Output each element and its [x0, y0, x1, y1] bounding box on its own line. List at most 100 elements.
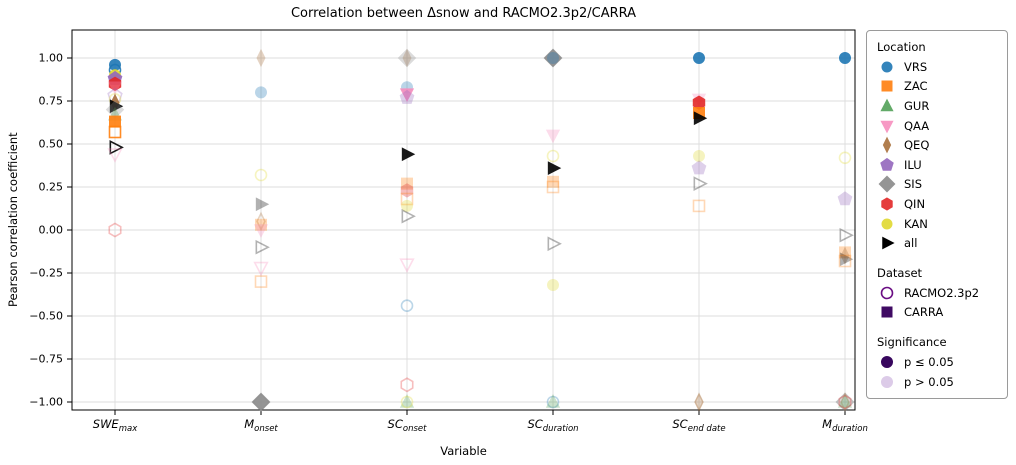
data-point	[837, 191, 853, 206]
legend-item-ZAC: ZAC	[876, 77, 1001, 97]
data-point	[691, 160, 707, 175]
legend-significance-title: Significance	[877, 335, 947, 350]
data-point	[694, 392, 704, 412]
data-point	[401, 208, 416, 224]
data-point	[840, 392, 850, 412]
data-point	[547, 279, 559, 291]
svg-text:−0.25: −0.25	[29, 267, 63, 280]
svg-text:0.75: 0.75	[39, 95, 64, 108]
svg-text:SCend date: SCend date	[672, 417, 725, 434]
data-point	[543, 48, 563, 68]
legend-item-SIS-marker-icon	[878, 175, 896, 193]
legend-item-SIS: SIS	[876, 175, 1001, 195]
data-point	[400, 192, 414, 206]
legend-significance-rows: p ≤ 0.05 p > 0.05	[876, 352, 1001, 391]
legend-item-racmo-label: RACMO2.3p2	[904, 285, 980, 300]
data-point	[399, 89, 415, 104]
data-point	[253, 224, 269, 238]
data-point	[399, 258, 415, 274]
data-point	[109, 99, 124, 114]
legend-item-QAA: QAA	[876, 116, 1001, 136]
svg-text:−0.50: −0.50	[29, 310, 63, 323]
data-point	[107, 81, 123, 96]
data-point	[839, 246, 851, 259]
data-point	[839, 252, 854, 267]
legend-item-carra-marker-icon	[881, 306, 893, 318]
data-point	[400, 395, 414, 409]
legend-dataset-rows: RACMO2.3p2 CARRA	[876, 283, 1001, 322]
data-point	[251, 392, 271, 412]
legend-item-GUR-marker-icon	[880, 98, 894, 112]
data-point	[545, 394, 561, 408]
data-point	[253, 261, 269, 277]
data-point	[835, 392, 855, 412]
data-point	[108, 222, 122, 238]
data-point	[108, 76, 122, 91]
legend-item-QAA-label: QAA	[904, 118, 930, 133]
svg-text:0.00: 0.00	[39, 224, 64, 237]
legend-item-ILU-marker-icon	[880, 157, 894, 171]
data-point	[255, 239, 270, 255]
svg-text:SCduration: SCduration	[527, 417, 578, 434]
legend-item-VRS-label: VRS	[904, 59, 928, 74]
data-point	[256, 48, 266, 68]
data-point	[547, 52, 559, 64]
svg-text:0.50: 0.50	[39, 138, 64, 151]
svg-text:SConset: SConset	[388, 417, 428, 434]
svg-text:SWEmax: SWEmax	[93, 417, 138, 434]
data-point	[254, 168, 268, 182]
data-point	[693, 52, 705, 64]
legend-item-not-significant-marker-icon	[881, 375, 893, 388]
data-point	[109, 115, 121, 128]
data-point	[838, 394, 852, 410]
data-point	[254, 275, 268, 288]
data-point	[694, 392, 704, 412]
svg-text:0.25: 0.25	[39, 181, 64, 194]
data-point	[545, 129, 561, 144]
data-point	[255, 218, 267, 231]
legend-item-GUR-label: GUR	[904, 98, 930, 113]
data-point	[109, 140, 124, 155]
legend-location-section: Location VRS ZAC GUR QAA QEQ ILU SIS QIN KAN all	[876, 40, 1001, 253]
legend-item-not-significant-label: p > 0.05	[904, 374, 954, 389]
data-point	[835, 392, 855, 412]
data-point	[400, 299, 414, 313]
legend-location-rows: VRS ZAC GUR QAA QEQ ILU SIS QIN KAN all	[876, 57, 1001, 253]
data-point	[256, 211, 266, 232]
legend-item-KAN: KAN	[876, 214, 1001, 234]
data-point	[546, 180, 560, 194]
data-point	[693, 111, 708, 126]
legend-item-carra: CARRA	[876, 303, 1001, 323]
legend-item-significant-marker-icon	[881, 355, 893, 368]
legend-item-ZAC-label: ZAC	[904, 79, 928, 94]
data-point	[401, 199, 413, 212]
data-point	[837, 394, 853, 408]
legend-item-QAA-marker-icon	[880, 120, 894, 133]
data-point	[543, 48, 563, 68]
svg-text:Monset: Monset	[244, 417, 278, 434]
chart-title: Correlation between Δsnow and RACMO2.3p2…	[290, 6, 637, 21]
legend-significance-section: Significance p ≤ 0.05 p > 0.05	[876, 335, 1001, 391]
legend-item-ZAC-marker-icon	[881, 80, 893, 92]
data-point	[839, 52, 851, 64]
data-point	[693, 176, 708, 191]
data-point	[692, 199, 706, 213]
legend-item-QEQ-marker-icon	[882, 136, 892, 154]
legend-item-SIS-label: SIS	[904, 177, 922, 192]
legend-item-all-marker-icon	[882, 236, 895, 250]
legend-item-QEQ: QEQ	[876, 135, 1001, 155]
data-point	[401, 177, 413, 190]
data-point	[108, 125, 122, 139]
data-point	[840, 246, 850, 265]
data-point	[838, 151, 852, 165]
data-point	[547, 175, 559, 188]
legend-item-all: all	[876, 233, 1001, 253]
svg-text:Mduration: Mduration	[822, 417, 868, 434]
svg-text:−0.75: −0.75	[29, 353, 63, 366]
data-point	[107, 148, 123, 163]
legend-item-QEQ-label: QEQ	[904, 138, 930, 153]
svg-text:1.00: 1.00	[39, 52, 64, 65]
legend-item-QIN: QIN	[876, 194, 1001, 214]
